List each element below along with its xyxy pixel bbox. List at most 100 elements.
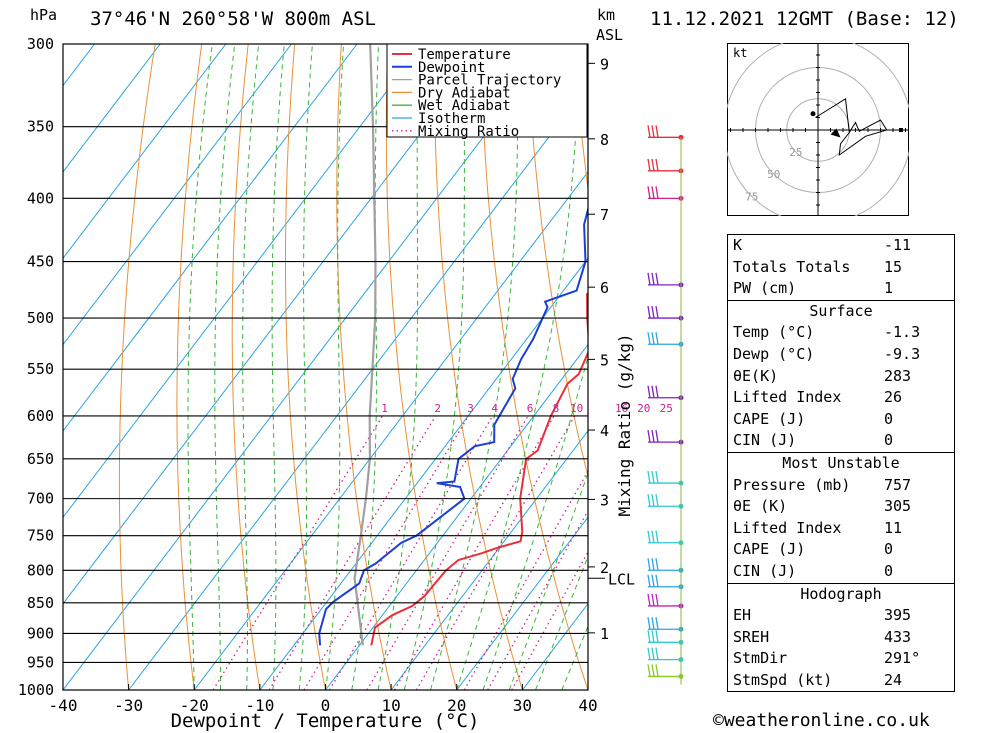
totals-totals-label: Totals Totals <box>733 257 851 276</box>
surface-li-row: Lifted Index 26 <box>728 387 954 409</box>
wind-barb <box>647 186 684 201</box>
pw-value: 1 <box>884 279 894 298</box>
pressure-tick-label: 500 <box>27 309 54 327</box>
surface-title: Surface <box>809 301 873 320</box>
surface-cin-row: CIN (J) 0 <box>728 430 954 452</box>
hodograph-unit-label: kt <box>733 46 747 60</box>
indices-panel: K -11 Totals Totals 15 PW (cm) 1 Surface… <box>727 234 955 693</box>
surface-theta-e-row: θE(K) 283 <box>728 366 954 388</box>
wet-adiabat-line <box>561 625 588 690</box>
wind-barb <box>647 470 684 486</box>
pressure-tick-label: 600 <box>27 407 54 425</box>
eh-row: EH 395 <box>728 605 954 627</box>
legend-label: Dewpoint <box>418 60 485 76</box>
dry-adiabat-line <box>573 44 588 193</box>
mu-theta-e-value: 305 <box>884 497 912 516</box>
wet-adiabat-line <box>298 44 313 690</box>
sreh-label: SREH <box>733 627 770 646</box>
surface-temp-value: -1.3 <box>884 323 921 342</box>
wind-barb <box>647 558 684 573</box>
wind-barb <box>647 647 684 663</box>
pressure-tick-label: 400 <box>27 189 54 207</box>
pressure-tick-label: 850 <box>27 594 54 612</box>
wind-barb <box>647 385 684 401</box>
dry-adiabat-line <box>620 44 720 690</box>
isotherm-line <box>63 44 358 432</box>
surface-li-value: 26 <box>884 388 903 407</box>
temperature-tick-label: 10 <box>381 696 400 715</box>
mu-pressure-label: Pressure (mb) <box>733 475 851 494</box>
mu-li-label: Lifted Index <box>733 518 842 537</box>
wind-barb <box>647 332 684 347</box>
km-label: km <box>597 6 616 24</box>
hpa-label: hPa <box>30 6 58 24</box>
hodograph-ring-label: 75 <box>745 190 758 203</box>
mixing-ratio-label: 4 <box>491 402 498 415</box>
dry-adiabat-line <box>385 44 458 690</box>
mixing-ratio-label: 25 <box>660 402 673 415</box>
k-index-value: -11 <box>884 236 912 254</box>
dry-adiabat-line <box>285 44 326 690</box>
surface-dewp-value: -9.3 <box>884 344 921 363</box>
stmspd-row: StmSpd (kt) 24 <box>728 670 954 692</box>
k-index-label: K <box>733 236 743 254</box>
x-axis-title: Dewpoint / Temperature (°C) <box>171 710 480 732</box>
legend-label: Wet Adiabat <box>418 98 511 114</box>
mixing-ratio-line <box>366 415 529 690</box>
km-tick-label: 2 <box>600 559 609 577</box>
stmdir-value: 291° <box>884 649 921 668</box>
wet-adiabat-line <box>271 44 285 690</box>
mixing-ratio-line <box>303 415 470 690</box>
k-index-row: K -11 <box>728 235 954 257</box>
surface-temp-row: Temp (°C) -1.3 <box>728 322 954 344</box>
parcel-trajectory-line <box>353 44 377 646</box>
hodograph-chart: 25 50 75 kt <box>727 43 909 216</box>
km-tick-label: 5 <box>600 351 609 369</box>
pressure-tick-label: 450 <box>27 253 54 271</box>
wet-adiabat-line <box>508 471 588 690</box>
surface-temp-label: Temp (°C) <box>733 323 815 342</box>
dewpoint-profile-line <box>318 44 588 646</box>
surface-cape-label: CAPE (J) <box>733 409 806 428</box>
legend-label: Dry Adiabat <box>418 85 511 101</box>
sreh-value: 433 <box>884 627 912 646</box>
wind-barb <box>647 617 684 632</box>
pressure-tick-label: 950 <box>27 653 54 671</box>
datetime-title: 11.12.2021 12GMT (Base: 12) <box>650 8 959 30</box>
isotherm-line <box>456 516 588 690</box>
mixing-ratio-label: 6 <box>527 402 534 415</box>
pw-label: PW (cm) <box>733 279 797 298</box>
wind-barb <box>647 574 684 590</box>
wind-barb <box>647 429 684 445</box>
km-tick-label: 8 <box>600 131 609 149</box>
copyright-footer[interactable]: ©weatheronline.co.uk <box>713 710 930 731</box>
legend-label: Temperature <box>418 47 511 63</box>
eh-value: 395 <box>884 606 912 625</box>
wind-barb <box>647 272 684 288</box>
lcl-label: LCL <box>608 570 635 588</box>
mu-pressure-row: Pressure (mb) 757 <box>728 475 954 497</box>
mixing-ratio-line <box>268 415 437 690</box>
most-unstable-title: Most Unstable <box>782 453 900 472</box>
mu-cape-label: CAPE (J) <box>733 540 806 559</box>
wet-adiabat-line <box>403 44 466 690</box>
wet-adiabat-line <box>325 44 344 690</box>
temperature-tick-label: 30 <box>513 696 532 715</box>
temperature-tick-label: -40 <box>49 696 78 715</box>
legend-label: Mixing Ratio <box>418 124 519 140</box>
hodograph-ring-label: 25 <box>789 146 802 159</box>
isotherm-line <box>63 44 227 260</box>
surface-cape-row: CAPE (J) 0 <box>728 409 954 431</box>
location-title: 37°46'N 260°58'W 800m ASL <box>90 8 376 30</box>
isotherm-line <box>390 430 588 690</box>
km-tick-label: 9 <box>600 55 609 73</box>
mixing-ratio-label: 3 <box>467 402 474 415</box>
mixing-ratio-label: 1 <box>381 402 388 415</box>
wind-barb <box>647 305 684 321</box>
pressure-tick-label: 900 <box>27 624 54 642</box>
surface-dewp-row: Dewp (°C) -9.3 <box>728 344 954 366</box>
pressure-tick-label: 700 <box>27 490 54 508</box>
totals-totals-row: Totals Totals 15 <box>728 257 954 279</box>
mixing-ratio-axis-title: Mixing Ratio (g/kg) <box>615 333 634 516</box>
mixing-ratio-label: 20 <box>637 402 650 415</box>
